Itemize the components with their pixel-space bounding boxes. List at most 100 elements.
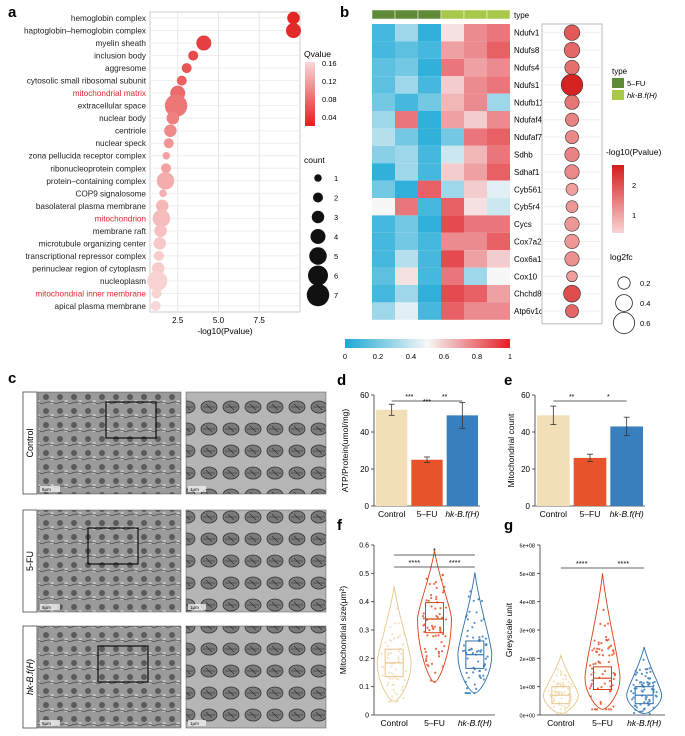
heat-cell: [418, 232, 441, 251]
category-label: mitochondrial inner membrane: [35, 289, 146, 298]
data-point: [601, 649, 604, 652]
count-legend-label: 1: [334, 174, 338, 183]
gene-label: Ndufs4: [514, 64, 540, 73]
data-point: [591, 649, 594, 652]
data-point: [395, 668, 398, 671]
heat-cell: [487, 250, 510, 268]
type-legend-swatch-hk: [612, 90, 624, 100]
x-tick-label: 2.5: [172, 316, 184, 325]
y-tick-label: 0.2: [359, 656, 369, 663]
data-point: [643, 688, 646, 691]
plot-area: [149, 11, 301, 313]
data-point: [387, 651, 390, 655]
data-point: [547, 690, 550, 693]
y-tick-label: 4e+08: [520, 600, 535, 606]
data-point: [467, 676, 470, 679]
data-point: [429, 679, 433, 682]
data-point: [467, 691, 470, 695]
heat-cell: [464, 163, 487, 181]
data-point: [560, 697, 563, 700]
data-point: [644, 675, 647, 678]
heat-cell: [395, 24, 418, 42]
data-point: [401, 685, 404, 688]
data-point: [635, 687, 638, 690]
data-point: [434, 607, 437, 610]
y-axis-label: ATP/Protein(umol/mg): [340, 409, 350, 493]
heat-cell: [464, 267, 487, 285]
bubble-zona-pellucida-receptor-complex: [162, 151, 171, 160]
data-point: [397, 650, 400, 653]
x-tick-label: 5.0: [213, 316, 225, 325]
dot-cyb561d2: [565, 183, 579, 196]
data-point: [478, 675, 481, 678]
y-tick-label: 0: [365, 713, 369, 720]
category-label: nuclear speck: [95, 139, 146, 148]
data-point: [479, 650, 482, 653]
data-point: [635, 679, 638, 682]
heat-scale-tick: 0.2: [373, 352, 383, 361]
type-row-label: type: [514, 11, 530, 20]
data-point: [570, 698, 573, 701]
bar-1: [573, 457, 607, 506]
gene-label: Atp6v1c1: [514, 307, 548, 316]
data-point: [433, 680, 436, 684]
category-label: Control: [380, 718, 408, 728]
data-point: [486, 655, 489, 658]
type-cell: [394, 9, 419, 20]
data-point: [608, 679, 612, 683]
gene-label: Ndufs8: [514, 46, 540, 55]
data-point: [484, 657, 488, 660]
panel-b-heatmap: type Ndufv1 Ndufs8 Ndufs4 Ndufs1 Ndufb11 Ndufa…: [343, 9, 661, 361]
heat-scale-tick: 0.4: [406, 352, 416, 361]
count-legend-label: 3: [334, 213, 338, 222]
data-point: [480, 599, 484, 603]
data-point: [646, 701, 649, 704]
data-point: [554, 691, 558, 694]
data-point: [465, 614, 468, 617]
data-point: [557, 668, 560, 671]
data-point: [603, 624, 606, 627]
heat-cell: [418, 128, 441, 146]
bar-1: [411, 459, 443, 506]
data-point: [596, 647, 599, 650]
data-point: [392, 688, 395, 691]
data-point: [648, 712, 651, 715]
data-point: [397, 636, 400, 639]
fc-legend-circle: [617, 276, 631, 290]
data-point: [434, 671, 437, 674]
data-point: [647, 677, 650, 680]
data-point: [383, 626, 386, 629]
panel-letter-e: e: [504, 372, 512, 389]
data-point: [438, 626, 442, 629]
data-point: [648, 698, 651, 702]
bubble-transcriptional-repressor-complex: [153, 250, 164, 261]
data-point: [635, 706, 638, 709]
category-label: Control: [540, 509, 568, 519]
type-cell: [486, 9, 511, 20]
y-tick-label: 0: [365, 502, 370, 511]
bubble-aggresome: [181, 63, 192, 74]
bubble-inclusion-body: [188, 50, 199, 61]
data-point: [478, 669, 481, 673]
scale-label: 1μm: [190, 487, 199, 492]
data-point: [397, 660, 401, 663]
heat-cell: [441, 128, 464, 146]
row-label: hk-B.f(H): [25, 659, 35, 695]
category-label: haptoglobin–hemoglobin complex: [24, 27, 146, 36]
data-point: [434, 634, 437, 637]
data-point: [390, 672, 393, 675]
data-point: [612, 652, 615, 655]
data-point: [612, 677, 615, 681]
data-point: [397, 657, 400, 660]
dot-ndufb11: [564, 94, 580, 110]
heat-cell: [441, 93, 464, 111]
data-point: [654, 694, 657, 697]
data-point: [649, 670, 652, 673]
bubble-myelin-sheath: [196, 35, 212, 51]
data-point: [643, 701, 646, 704]
y-tick-label: 5e+08: [520, 572, 535, 578]
heat-cell: [464, 302, 487, 320]
heat-cell: [464, 93, 487, 111]
data-point: [563, 690, 566, 694]
category-label: nucleoplasm: [100, 277, 146, 286]
